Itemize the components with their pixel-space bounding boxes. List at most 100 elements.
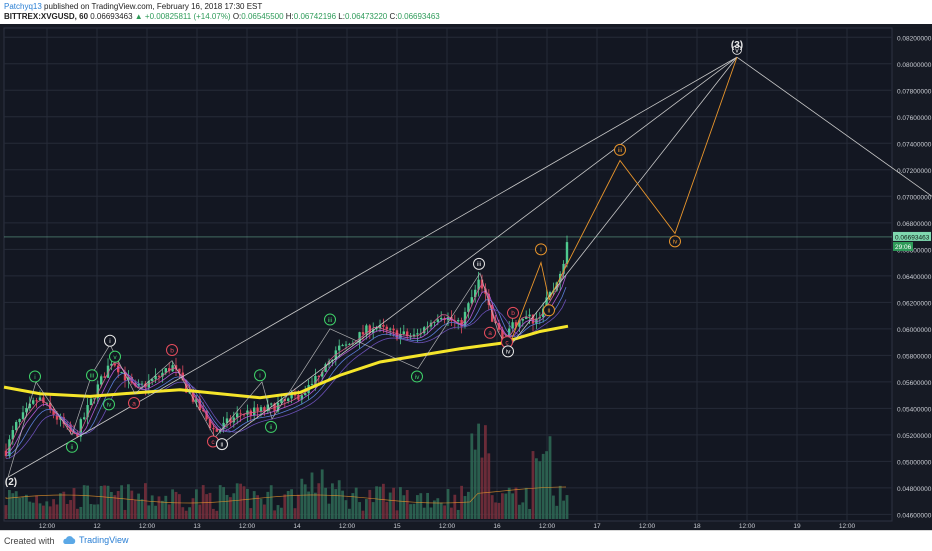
volume-bar: [419, 493, 423, 519]
wave-label-circle: [254, 369, 266, 382]
volume-bar: [453, 494, 457, 519]
candle-body: [375, 328, 378, 330]
candle-body: [470, 297, 473, 304]
candle-body: [565, 242, 569, 264]
volume-bar: [72, 488, 76, 519]
volume-bar: [392, 487, 395, 519]
ma-line-pink: [5, 262, 567, 452]
volume-bar: [96, 504, 100, 519]
volume-bar: [371, 502, 375, 519]
volume-bar: [229, 497, 232, 519]
wave-label-c: c: [505, 339, 509, 346]
volume-bar: [62, 491, 66, 519]
y-tick-label: 0.04600000: [897, 512, 932, 519]
candle-body: [280, 398, 283, 403]
volume-bar: [188, 507, 191, 519]
wave-label-v: v: [735, 47, 739, 54]
tradingview-link[interactable]: TradingView: [62, 535, 129, 545]
volume-bar: [82, 485, 86, 519]
volume-bar: [416, 495, 419, 519]
wave-label-circle: [103, 398, 115, 411]
volume-bar: [470, 433, 474, 519]
candle-body: [365, 325, 368, 335]
volume-bar: [361, 510, 365, 519]
x-tick-label: 12:00: [839, 523, 856, 530]
wave-label-iv: iv: [673, 239, 678, 246]
volume-bar: [133, 499, 137, 519]
wave-label-ii: ii: [548, 308, 551, 315]
price-chart[interactable]: 0.08200000 0.08000000 0.07800000 0.07600000…: [0, 24, 932, 530]
x-tick-label: 19: [793, 523, 801, 530]
wave-label-iii: iii: [477, 261, 481, 268]
wave-label-iv: iv: [506, 349, 511, 356]
y-tick-label: 0.08000000: [897, 62, 932, 69]
candle-body: [266, 404, 269, 412]
candle-body: [38, 397, 42, 401]
candle-body: [66, 423, 69, 425]
candle-body: [11, 430, 14, 440]
volume-bar: [490, 495, 494, 519]
volume-bar: [443, 505, 446, 519]
chart-area[interactable]: 0.08200000 0.08000000 0.07800000 0.07600000…: [0, 24, 932, 530]
candle-body: [511, 322, 514, 329]
wave-label-ii: ii: [270, 424, 273, 431]
volume-bar: [446, 489, 450, 519]
wave-label-circle: [29, 370, 41, 383]
wave-label-circle: [66, 440, 78, 453]
candle-body: [494, 321, 497, 324]
volume-bar: [65, 503, 69, 519]
candle-body: [120, 372, 123, 374]
wave-label-circle: [669, 235, 681, 248]
volume-bar: [184, 510, 188, 519]
wave-label-c: c: [211, 439, 215, 446]
volume-bar: [378, 486, 382, 519]
volume-bar: [167, 504, 171, 519]
volume-bar: [463, 496, 467, 519]
candle-body: [270, 403, 273, 405]
volume-bar: [205, 494, 208, 519]
volume-bar: [473, 449, 477, 519]
volume-bar: [252, 491, 256, 519]
x-tick-label: 15: [393, 523, 401, 530]
candle-body: [174, 365, 178, 369]
y-tick-label: 0.06400000: [897, 274, 932, 281]
x-tick-label: 12:00: [639, 523, 656, 530]
volume-bar: [538, 461, 542, 519]
candle-body: [86, 405, 89, 418]
volume-bar: [123, 509, 127, 519]
volume-bar: [52, 499, 55, 519]
volume-bar: [497, 502, 501, 519]
candle-body: [300, 395, 303, 400]
candle-body: [256, 407, 259, 412]
y-tick-label: 0.06200000: [897, 300, 932, 307]
wave-label-b: b: [170, 347, 174, 354]
y-tick-label: 0.05800000: [897, 353, 932, 360]
ohlc-line: BITTREX:XVGUSD, 60 0.06693463 ▲ +0.00825…: [4, 12, 440, 22]
candle-body: [157, 375, 161, 377]
wave-channel-upper: [7, 56, 738, 478]
volume-bar: [76, 508, 79, 519]
x-tick-label: 12:00: [139, 523, 156, 530]
wave-label-circle: [614, 143, 626, 156]
candle-body: [123, 372, 127, 381]
y-tick-label: 0.04800000: [897, 486, 932, 493]
candle-body: [79, 419, 82, 437]
x-tick-label: 12:00: [39, 523, 56, 530]
wave-label-circle: [411, 370, 423, 383]
volume-bar: [164, 495, 168, 519]
candle-body: [168, 368, 171, 372]
volume-bar: [113, 495, 117, 519]
volume-bar: [290, 489, 293, 519]
volume-bar: [402, 495, 406, 519]
ma-line-purple: [5, 275, 567, 454]
candle-body: [416, 333, 419, 335]
candle-body: [440, 317, 443, 320]
candle-body: [545, 297, 548, 309]
wave-label-i: i: [259, 373, 260, 380]
candle-body: [164, 368, 167, 373]
volume-bar: [89, 504, 93, 519]
candle-body: [232, 417, 235, 423]
chart-header: Patchyq13 published on TradingView.com, …: [0, 0, 932, 24]
volume-bar: [327, 503, 331, 519]
author-link[interactable]: Patchyq13: [4, 2, 42, 11]
